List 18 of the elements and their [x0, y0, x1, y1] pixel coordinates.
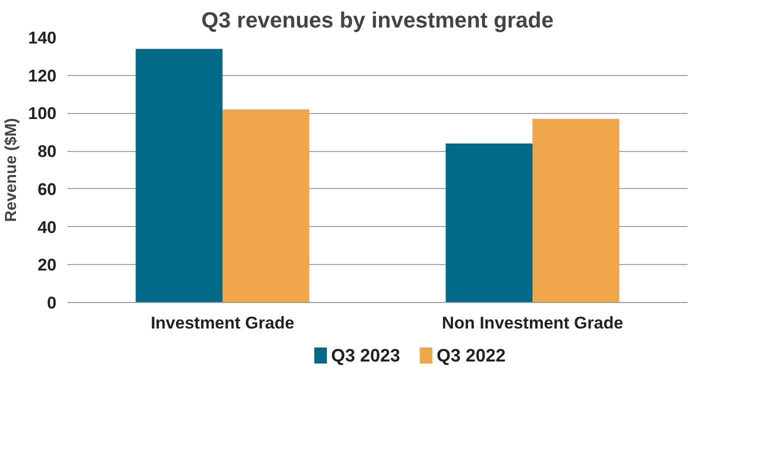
- bar: [222, 109, 310, 302]
- y-tick-label: 60: [38, 180, 57, 199]
- y-tick-label: 120: [28, 66, 57, 86]
- x-tick-label: Non Investment Grade: [442, 314, 624, 332]
- bar: [532, 118, 620, 302]
- y-tick-label: 140: [28, 28, 57, 48]
- chart-title: Q3 revenues by investment grade: [201, 8, 554, 32]
- legend-label: Q3 2022: [436, 346, 506, 366]
- y-tick-label: 40: [38, 218, 57, 237]
- y-tick-label: 0: [47, 294, 57, 312]
- y-axis-title: Revenue ($M): [3, 118, 20, 222]
- y-tick-label: 80: [38, 142, 57, 162]
- legend-label: Q3 2023: [331, 346, 400, 366]
- x-tick-label: Investment Grade: [150, 314, 294, 332]
- y-tick-label: 20: [38, 256, 57, 275]
- y-tick-label: 100: [28, 104, 57, 124]
- bar: [136, 48, 222, 302]
- bar: [446, 144, 532, 302]
